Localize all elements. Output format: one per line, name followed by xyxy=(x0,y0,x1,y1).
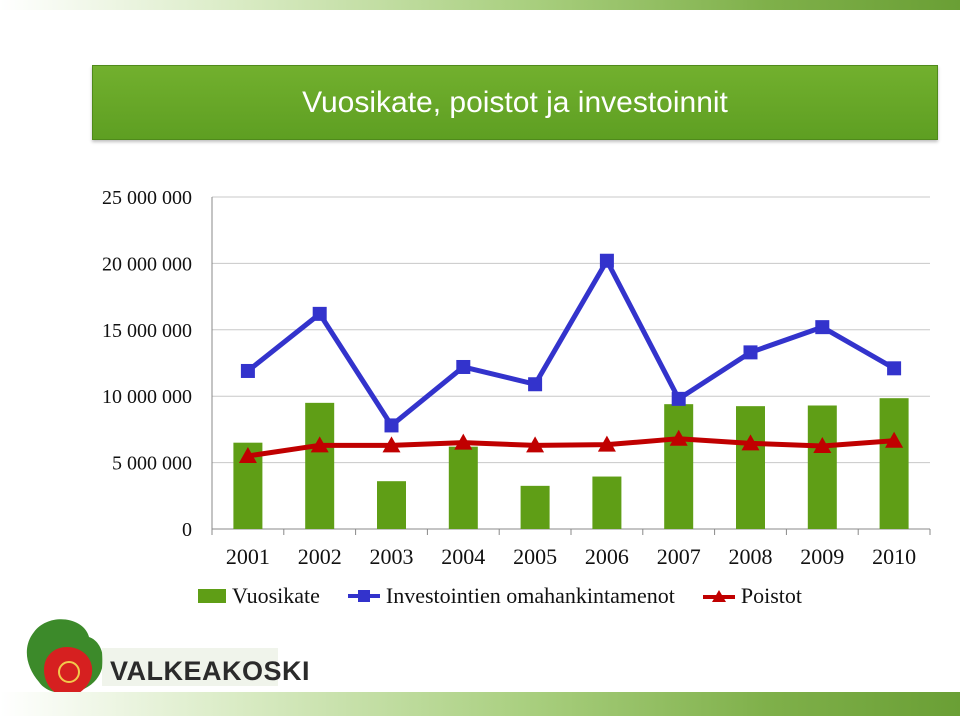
poistot-line xyxy=(247,436,895,459)
chart-legend: Vuosikate Investointien omahankintamenot… xyxy=(198,583,802,609)
legend-item-investoinnit: Investointien omahankintamenot xyxy=(347,583,675,609)
x-tick-label: 2010 xyxy=(872,544,916,569)
poistot-point xyxy=(669,429,688,446)
poistot-point xyxy=(526,436,545,453)
investoinnit-point xyxy=(240,363,255,378)
x-tick-label: 2009 xyxy=(800,544,844,569)
poistot-point xyxy=(741,434,760,451)
bottom-decorative-stripe xyxy=(0,692,960,716)
x-tick-label: 2002 xyxy=(298,544,342,569)
investoinnit-point xyxy=(887,361,902,376)
poistot-point xyxy=(597,435,616,452)
strawberry-icon xyxy=(44,647,93,697)
investoinnit-point xyxy=(599,253,614,268)
bar-vuosikate xyxy=(879,398,909,529)
legend-bar-swatch xyxy=(198,589,226,603)
x-tick-label: 2004 xyxy=(441,544,485,569)
y-tick-label: 10 000 000 xyxy=(102,386,192,408)
legend-label-poistot: Poistot xyxy=(740,583,803,608)
legend-label-vuosikate: Vuosikate xyxy=(232,583,320,608)
y-tick-label: 25 000 000 xyxy=(102,187,192,209)
investoinnit-point xyxy=(312,306,327,321)
legend-item-poistot: Poistot xyxy=(702,583,803,609)
poistot-point xyxy=(382,436,401,453)
top-decorative-stripe xyxy=(0,0,960,10)
legend-triangle-line-swatch xyxy=(702,590,735,602)
bar-vuosikate xyxy=(807,405,837,529)
logo-text: VALKEAKOSKI xyxy=(110,656,311,686)
bar-vuosikate xyxy=(520,485,550,529)
poistot-point xyxy=(454,433,473,450)
x-tick-label: 2001 xyxy=(226,544,270,569)
bar-vuosikate xyxy=(592,476,622,529)
bar-vuosikate xyxy=(736,406,765,529)
slide-title: Vuosikate, poistot ja investoinnit xyxy=(92,65,938,140)
bar-vuosikate xyxy=(377,481,406,529)
poistot-point xyxy=(310,436,329,453)
poistot-point xyxy=(813,437,832,453)
investoinnit-point xyxy=(384,418,399,433)
y-tick-label: 15 000 000 xyxy=(102,320,192,342)
legend-label-investoinnit: Investointien omahankintamenot xyxy=(385,583,675,608)
investoinnit-point xyxy=(456,359,471,374)
poistot-point xyxy=(885,431,904,448)
bar-vuosikate xyxy=(448,446,478,529)
x-tick-label: 2005 xyxy=(513,544,557,569)
poistot-point xyxy=(238,446,257,463)
investoinnit-point xyxy=(671,391,686,406)
y-tick-label: 20 000 000 xyxy=(102,253,192,275)
legend-item-vuosikate: Vuosikate xyxy=(198,583,320,609)
investoinnit-point xyxy=(815,320,830,335)
y-tick-label: 5 000 000 xyxy=(112,453,192,475)
valkeakoski-logo xyxy=(26,619,278,697)
x-tick-label: 2003 xyxy=(370,544,414,569)
investoinnit-point xyxy=(743,345,758,360)
logo-text-backdrop xyxy=(102,648,278,686)
x-tick-label: 2008 xyxy=(729,544,773,569)
x-tick-label: 2006 xyxy=(585,544,629,569)
y-tick-label: 0 xyxy=(182,519,192,541)
bar-vuosikate xyxy=(305,402,335,529)
bar-vuosikate xyxy=(664,404,694,529)
x-tick-label: 2007 xyxy=(657,544,701,569)
investoinnit-point xyxy=(528,377,543,392)
emblem-wheel-icon xyxy=(58,661,80,683)
legend-square-line-swatch xyxy=(347,590,380,602)
investoinnit-line xyxy=(246,258,896,428)
